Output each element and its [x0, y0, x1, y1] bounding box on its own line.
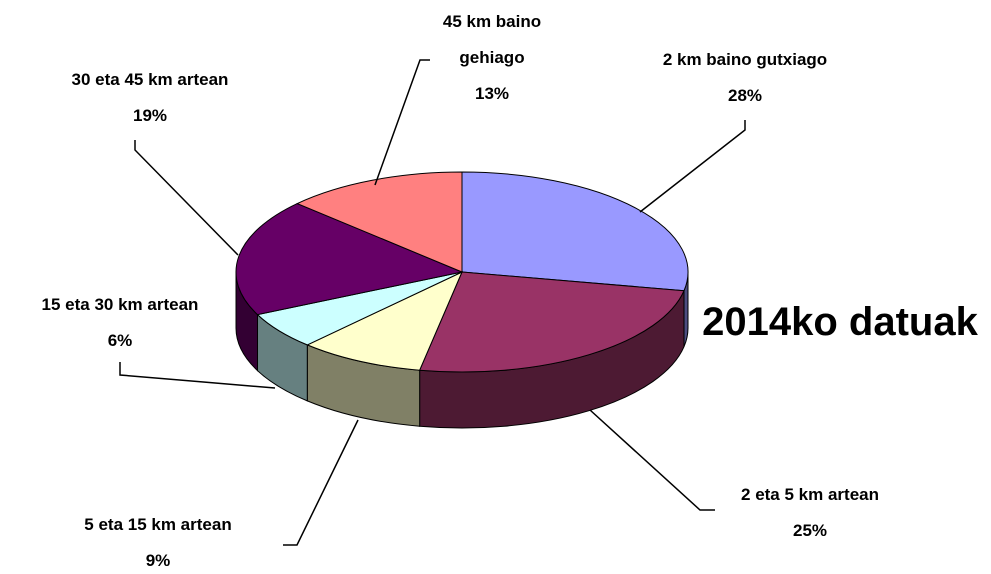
- leader-line: [119, 362, 276, 389]
- slice-value-label: 25%: [792, 521, 828, 540]
- slice: [461, 171, 689, 292]
- leader-line: [639, 120, 746, 213]
- slice-value-label: 19%: [132, 106, 168, 125]
- slice-value-label: 9%: [145, 551, 171, 570]
- leader-line: [283, 419, 359, 546]
- slice-category-label: 2 km baino gutxiago: [662, 50, 828, 69]
- slice-label: 5 eta 15 km artean 9%: [8, 507, 308, 574]
- slice-category-label: 45 km baino gehiago: [442, 12, 542, 67]
- slice-category-label: 2 eta 5 km artean: [741, 485, 879, 504]
- slice-category-label: 15 eta 30 km artean: [41, 295, 199, 314]
- slice-category-label: 5 eta 15 km artean: [84, 515, 232, 534]
- slice-label: 45 km baino gehiago 13%: [427, 4, 557, 112]
- slice-value-label: 6%: [107, 331, 133, 350]
- slice-value-label: 28%: [727, 86, 763, 105]
- slice-label: 2 km baino gutxiago 28%: [595, 42, 895, 114]
- slice: [418, 271, 685, 373]
- slice-label: 30 eta 45 km artean 19%: [0, 62, 300, 134]
- sides: [235, 271, 689, 429]
- slice-label: 15 eta 30 km artean 6%: [0, 287, 270, 359]
- chart-title: 2014ko datuak: [702, 300, 978, 344]
- slice-label: 2 eta 5 km artean 25%: [660, 477, 960, 549]
- leader-line: [589, 409, 715, 511]
- slice: [296, 171, 463, 273]
- tops: [235, 171, 689, 373]
- slice: [235, 202, 464, 316]
- slice-category-label: 30 eta 45 km artean: [71, 70, 229, 89]
- slice-value-label: 13%: [474, 84, 510, 103]
- leader-line: [374, 59, 430, 186]
- slice: [306, 270, 463, 371]
- leader-line: [134, 140, 239, 256]
